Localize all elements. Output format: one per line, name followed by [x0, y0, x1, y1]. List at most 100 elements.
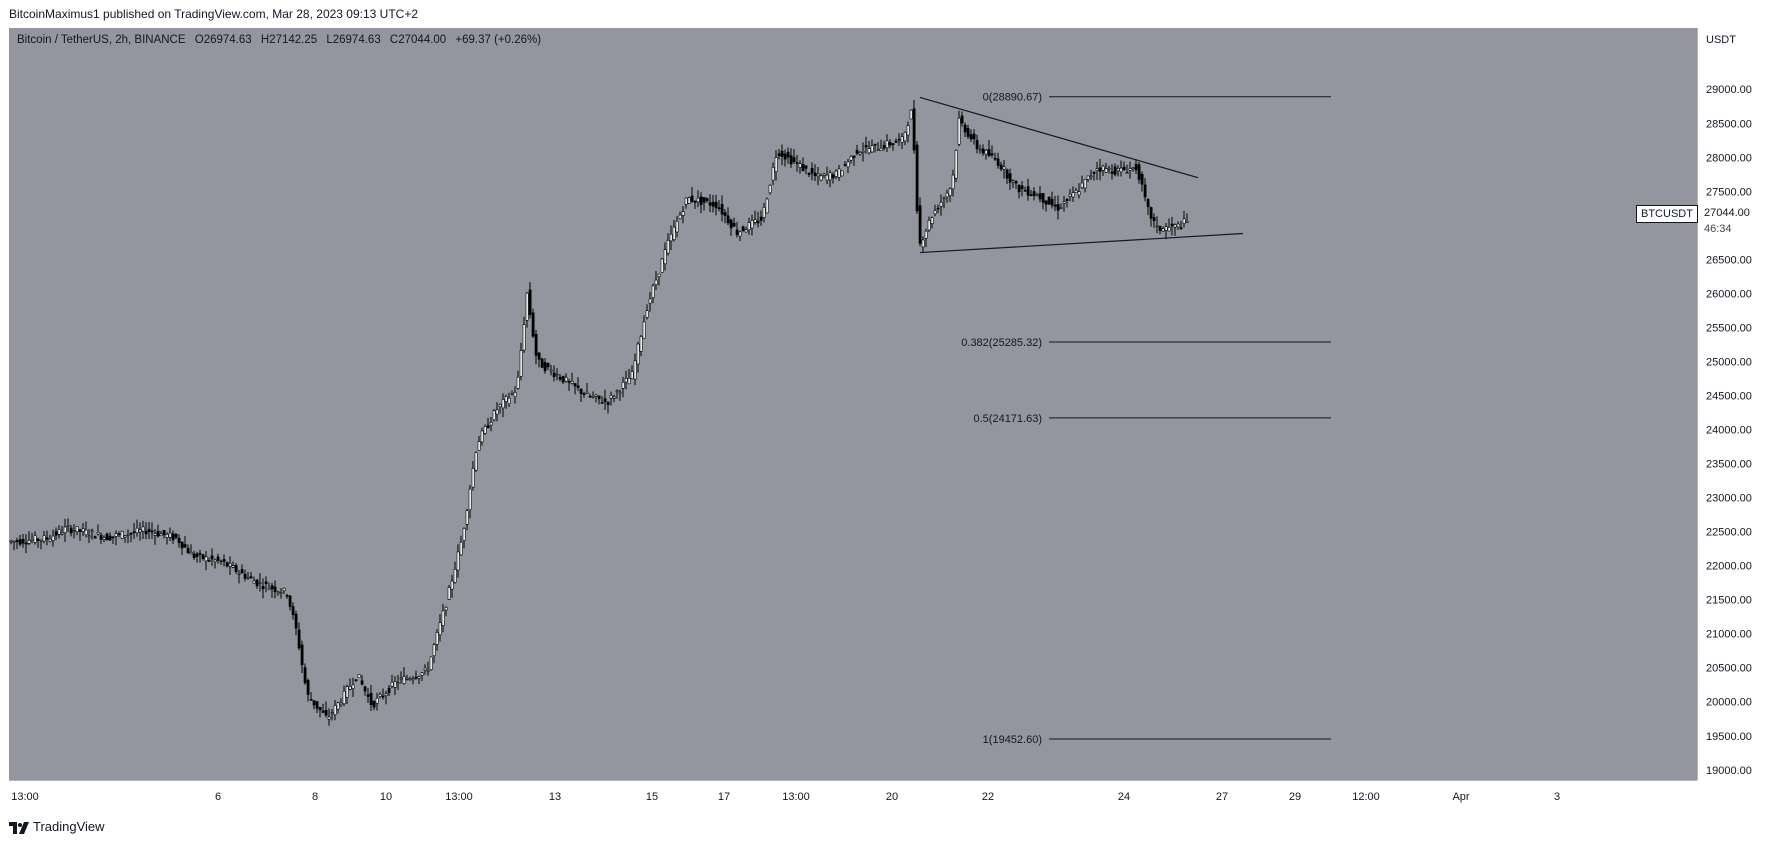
candle [639, 335, 643, 357]
candle [771, 162, 775, 185]
candle [222, 554, 226, 567]
candle [393, 676, 397, 696]
y-tick-label: 19000.00 [1706, 765, 1752, 777]
candle [579, 388, 583, 402]
y-tick-label: 28000.00 [1706, 152, 1752, 164]
candles [9, 99, 1189, 726]
candle [612, 394, 616, 403]
candle [753, 210, 757, 225]
time-axis[interactable]: 13:00 6 8 10 13:00 13 15 17 13:00 20 22 24 27 29 12:00… [9, 780, 1697, 811]
fib-level-label: 0.382(25285.32) [961, 337, 1042, 349]
candle [168, 527, 172, 542]
candle [9, 539, 13, 545]
legend-low-label: L [326, 34, 333, 46]
candle [603, 389, 607, 411]
candle [801, 157, 805, 172]
candle [426, 661, 430, 676]
candle [408, 676, 412, 681]
candle [927, 216, 931, 233]
candle [219, 559, 223, 566]
candle [294, 610, 298, 636]
candle [108, 532, 112, 541]
candle [144, 522, 148, 540]
candle [945, 189, 949, 203]
candle [537, 352, 541, 368]
x-tick-label: 13 [549, 791, 561, 803]
candle [216, 553, 220, 564]
y-axis-unit-label: USDT [1706, 34, 1736, 46]
publisher-header: BitcoinMaximus1 published on TradingView… [0, 0, 1777, 28]
candle [954, 149, 958, 183]
candle [549, 364, 553, 376]
candle [696, 190, 700, 208]
candle [345, 684, 349, 705]
candle [297, 622, 301, 651]
candle [996, 152, 1000, 169]
candle [399, 671, 403, 684]
candle [141, 520, 145, 539]
candle [432, 642, 436, 664]
triangle-lower-trendline[interactable] [919, 232, 1244, 254]
candle [411, 675, 415, 685]
candle [600, 395, 604, 404]
fib-level-label: 1(19452.60) [983, 734, 1042, 746]
candle [690, 187, 694, 203]
candle [978, 144, 982, 154]
candle [1080, 175, 1084, 190]
candle [183, 535, 187, 549]
legend-open-value: 26974.63 [203, 34, 252, 46]
candle [1104, 162, 1108, 173]
candle [726, 207, 730, 226]
candle [1143, 178, 1147, 202]
candle [807, 172, 811, 178]
candle [489, 416, 493, 432]
triangle-upper-trendline[interactable] [919, 96, 1199, 179]
candle [117, 531, 121, 538]
candle [519, 342, 523, 381]
price-axis[interactable]: USDT29000.0028500.0028000.0027500.002700… [1697, 28, 1777, 780]
candle [843, 160, 847, 167]
candle [651, 283, 655, 304]
candle [912, 99, 916, 154]
candle [327, 708, 331, 726]
candle [897, 133, 901, 147]
candle [375, 692, 379, 711]
candle [552, 365, 556, 382]
candle [15, 537, 19, 550]
candle [390, 674, 394, 689]
candle [75, 526, 79, 536]
candle [456, 544, 460, 578]
tradingview-logo-icon[interactable] [9, 822, 29, 834]
candle [861, 142, 865, 162]
candle [1101, 164, 1105, 176]
price-plot-svg: 0(28890.67) 0.382(25285.32) 0.5(24171.63) 1… [9, 92, 1331, 746]
candle [66, 518, 70, 532]
candle [1062, 196, 1066, 212]
candle [597, 395, 601, 405]
plot-area[interactable]: 0(28890.67) 0.382(25285.32) 0.5(24171.63) 1… [9, 28, 1697, 780]
candle [657, 273, 661, 286]
legend-low-value: 26974.63 [332, 34, 381, 46]
candle [1146, 198, 1150, 216]
candle [36, 537, 40, 548]
publisher-line: BitcoinMaximus1 published on TradingView… [9, 7, 419, 21]
candle [312, 700, 316, 710]
candle [1134, 160, 1138, 175]
candle [21, 533, 25, 548]
candle [381, 688, 385, 700]
candle [135, 519, 139, 537]
candle [87, 529, 91, 543]
candle [255, 579, 259, 589]
candle [288, 595, 292, 611]
candle [93, 535, 97, 539]
candle [1014, 179, 1018, 189]
tradingview-brand[interactable]: TradingView [33, 819, 105, 834]
candle [1074, 187, 1078, 193]
candle [120, 530, 124, 540]
candle [666, 233, 670, 256]
candle [543, 358, 547, 374]
candle [1017, 184, 1021, 199]
candle [51, 529, 55, 547]
candle [243, 569, 247, 582]
candle [1026, 178, 1030, 201]
